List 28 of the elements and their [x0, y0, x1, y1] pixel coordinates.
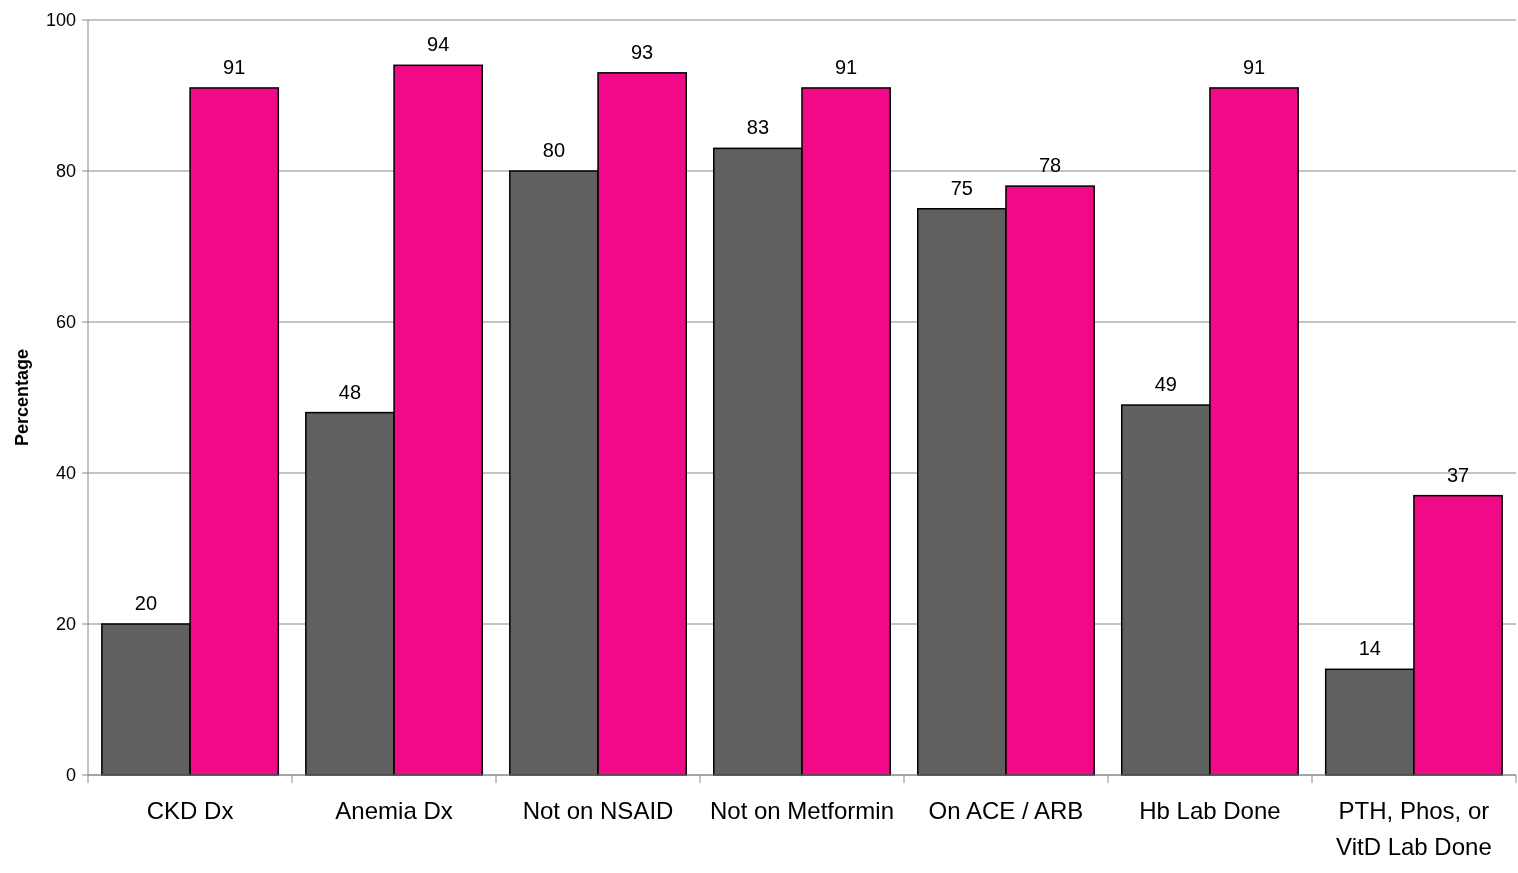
data-label: 80	[542, 139, 566, 161]
y-tick-label: 80	[55, 161, 76, 182]
data-label: 94	[427, 33, 450, 56]
data-label: 48	[338, 380, 362, 403]
x-tick-label: PTH, Phos, or VitD Lab Done	[1336, 797, 1492, 860]
y-tick-label: 0	[65, 765, 76, 786]
data-label: 91	[223, 55, 246, 78]
data-label: 14	[1358, 637, 1381, 660]
x-tick-label: CKD Dx	[146, 797, 234, 824]
y-tick-label: 40	[55, 463, 76, 484]
y-tick-label: 60	[55, 312, 76, 333]
y-tick-label: 20	[55, 614, 76, 635]
data-label: 83	[746, 116, 770, 139]
data-label: 75	[950, 176, 973, 199]
x-tick-label: On ACE / ARB	[928, 797, 1084, 824]
data-label: 91	[834, 55, 858, 78]
x-tick-label: Not on NSAID	[522, 797, 674, 824]
data-label: 93	[631, 40, 654, 63]
data-label: 37	[1446, 463, 1470, 486]
y-axis-title: Percentage	[12, 348, 32, 447]
data-label: 49	[1154, 373, 1177, 396]
data-label: 78	[1038, 154, 1062, 177]
data-label: 20	[134, 592, 158, 614]
x-tick-label: Hb Lab Done	[1139, 797, 1281, 824]
x-tick-label: Not on Metformin	[709, 797, 895, 824]
data-label: 91	[1242, 55, 1266, 78]
x-tick-label: Anemia Dx	[335, 797, 453, 824]
y-tick-label: 100	[45, 10, 76, 31]
